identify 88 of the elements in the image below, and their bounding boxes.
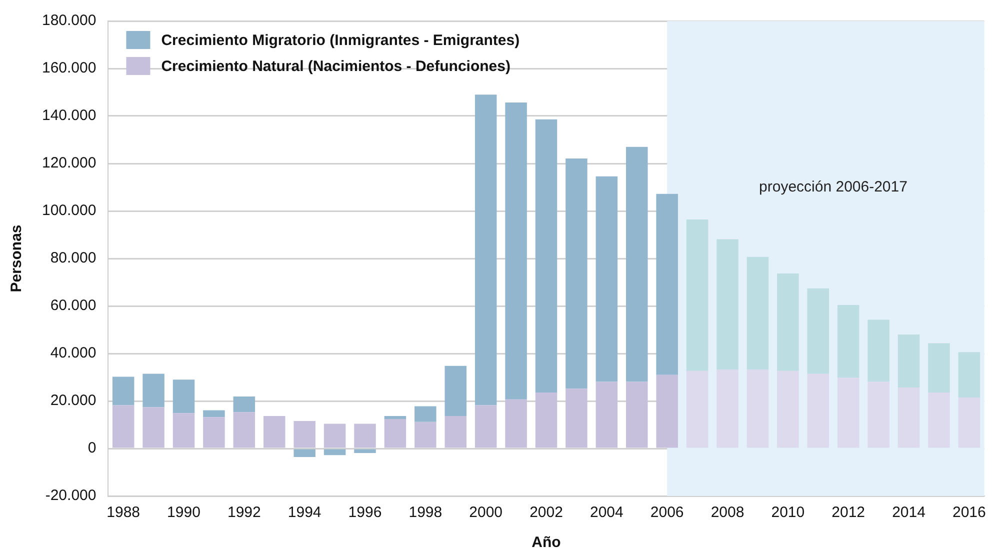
x-tick-label: 2014: [892, 504, 926, 522]
bar: [807, 374, 830, 448]
bar: [203, 417, 225, 448]
y-tick-label: 160.000: [42, 60, 96, 77]
bar: [958, 397, 980, 448]
bar: [898, 334, 920, 388]
bar: [535, 392, 558, 448]
bar: [324, 424, 346, 448]
bar: [444, 416, 466, 448]
x-tick-label: 1990: [167, 504, 200, 522]
bar: [596, 382, 618, 448]
x-tick-label: 2006: [650, 504, 684, 522]
x-tick-label: 2010: [771, 504, 805, 522]
x-tick-label: 1998: [408, 504, 442, 522]
bar: [474, 405, 497, 448]
bar: [626, 382, 648, 448]
y-tick-label: 120.000: [42, 154, 96, 172]
bar: [656, 374, 678, 448]
x-axis-title: Año: [532, 534, 561, 552]
bar: [958, 352, 980, 398]
bar: [233, 396, 256, 412]
bar: [354, 449, 376, 454]
bar: [263, 416, 286, 448]
bar: [837, 305, 860, 378]
bar: [746, 370, 769, 448]
band-label: proyección 2006-2017: [759, 178, 908, 196]
bar: [746, 256, 769, 370]
x-tick-label: 1996: [348, 504, 382, 522]
bar: [596, 176, 618, 382]
bar: [474, 94, 497, 406]
bar: [777, 370, 799, 448]
bar: [656, 194, 678, 375]
bar: [716, 239, 738, 370]
bar: [566, 388, 588, 448]
bar: [172, 413, 195, 448]
bar: [505, 102, 527, 400]
bar: [777, 273, 799, 371]
bar: [898, 387, 920, 448]
bar: [203, 410, 225, 418]
x-tick-label: 2016: [952, 504, 986, 522]
bar: [414, 422, 436, 448]
bar: [294, 420, 316, 448]
x-tick-label: 1994: [288, 504, 322, 522]
x-tick-label: 1988: [106, 504, 140, 522]
bar: [626, 146, 648, 382]
bar: [716, 370, 738, 448]
bar: [837, 378, 860, 448]
bar: [354, 424, 376, 448]
bar: [324, 449, 346, 456]
bar: [384, 416, 406, 420]
y-tick-label: -20.000: [45, 487, 96, 504]
bar: [172, 380, 195, 414]
bar: [414, 406, 436, 422]
x-tick-label: 2008: [710, 504, 744, 522]
y-tick-label: 180.000: [42, 12, 96, 30]
y-tick-label: 0: [88, 440, 96, 457]
legend-label: Crecimiento Natural (Nacimientos - Defunciones): [161, 58, 510, 76]
y-tick-label: 80.000: [50, 250, 96, 267]
bar: [505, 399, 527, 448]
bar: [807, 288, 830, 374]
bar: [112, 376, 134, 406]
y-tick-label: 100.000: [42, 202, 96, 220]
bar: [928, 392, 950, 448]
bar: [928, 343, 950, 392]
x-tick-label: 2012: [832, 504, 866, 522]
bar: [444, 366, 466, 416]
bar: [142, 407, 164, 448]
bar: [142, 374, 164, 408]
x-tick-label: 2002: [530, 504, 563, 522]
x-tick-label: 2000: [469, 504, 503, 522]
bar: [294, 449, 316, 458]
y-tick-label: 60.000: [50, 297, 96, 314]
x-tick-label: 2004: [590, 504, 624, 522]
bar: [233, 412, 256, 448]
y-axis-title: Personas: [8, 224, 26, 292]
bar: [868, 382, 890, 448]
bar: [566, 158, 588, 389]
x-tick-label: 1992: [227, 504, 261, 522]
y-tick-label: 140.000: [42, 107, 96, 124]
legend-label: Crecimiento Migratorio (Inmigrantes - Emigrantes): [161, 32, 520, 50]
bar: [112, 405, 134, 448]
y-tick-label: 40.000: [50, 344, 96, 362]
bar: [535, 119, 558, 392]
y-tick-label: 20.000: [50, 392, 96, 410]
bar: [686, 370, 708, 448]
bar: [686, 220, 708, 371]
bar: [868, 320, 890, 382]
bar: [384, 419, 406, 448]
